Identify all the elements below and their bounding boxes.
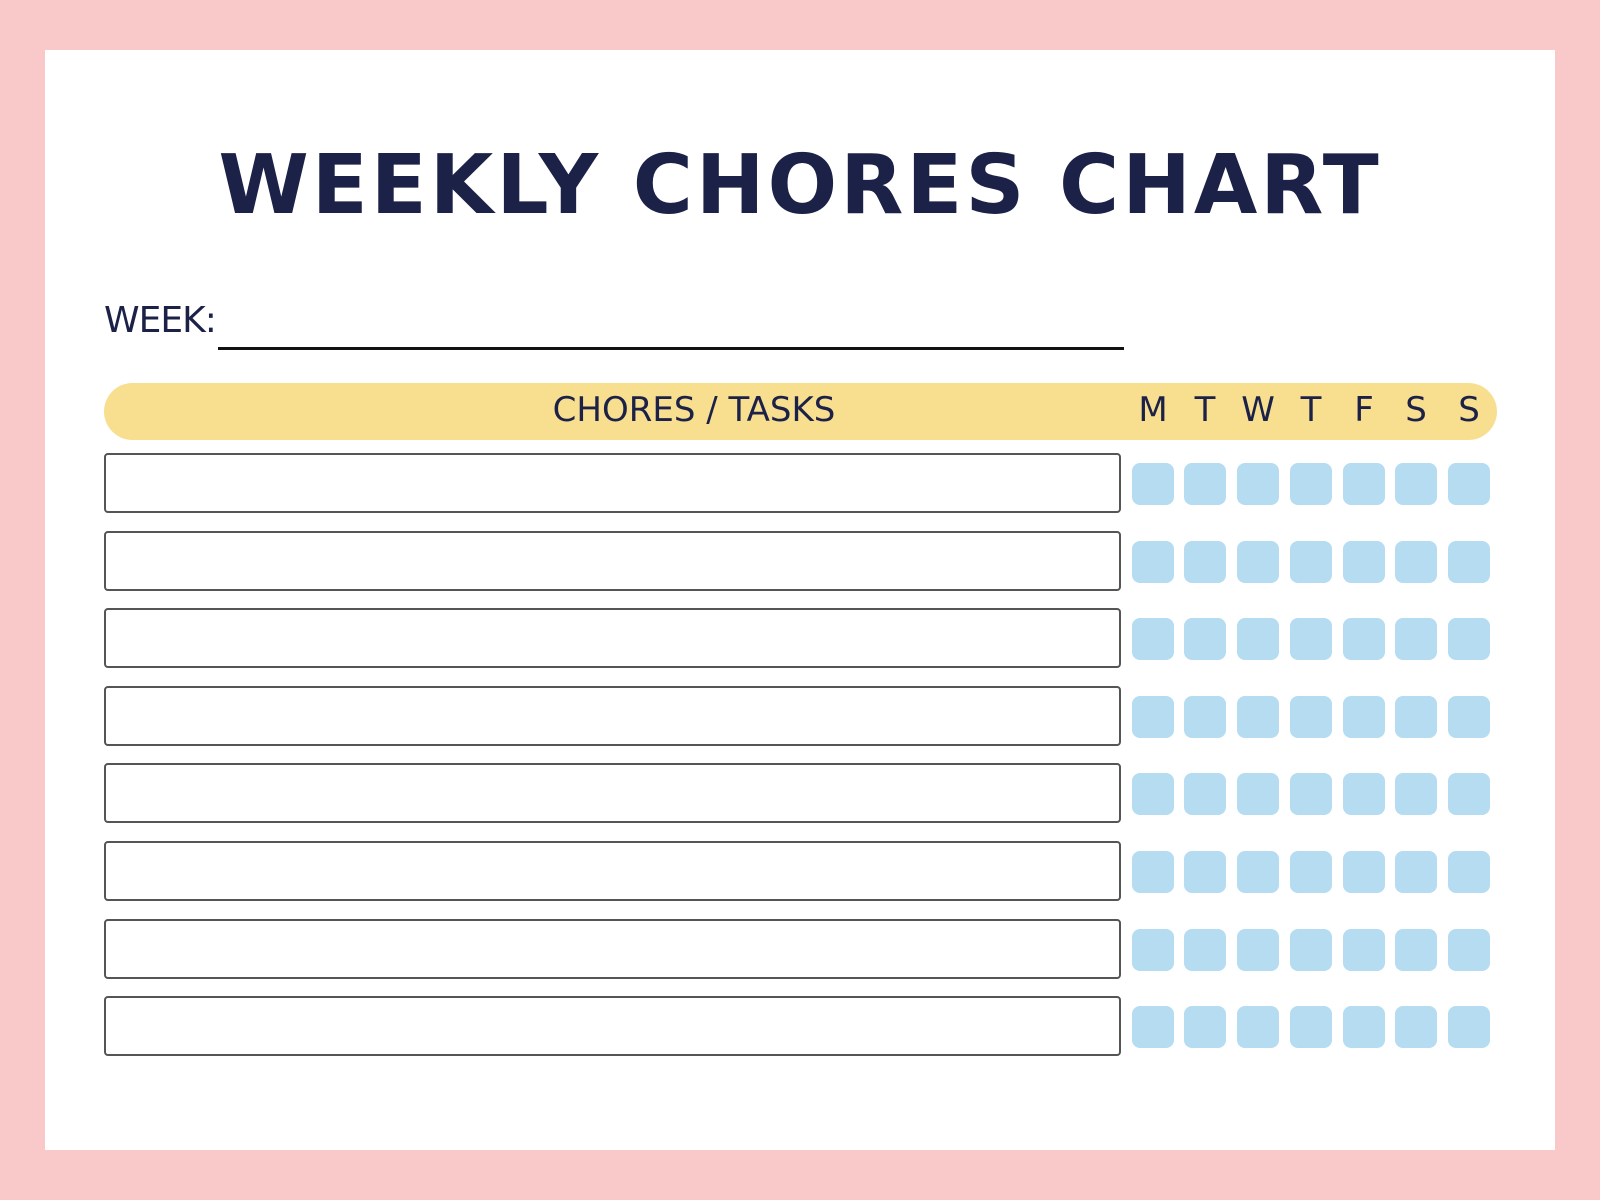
day-checkbox[interactable]: [1343, 1006, 1385, 1049]
day-header: S: [1405, 390, 1427, 430]
day-header: T: [1300, 390, 1322, 430]
chores-tasks-header: CHORES / TASKS: [552, 390, 836, 430]
day-checkbox[interactable]: [1448, 540, 1490, 583]
day-checkbox[interactable]: [1395, 773, 1437, 816]
day-checkbox[interactable]: [1290, 773, 1332, 816]
day-checkbox[interactable]: [1132, 1006, 1174, 1049]
day-checkbox[interactable]: [1343, 618, 1385, 661]
day-checkbox[interactable]: [1448, 851, 1490, 893]
day-checkbox[interactable]: [1184, 928, 1226, 971]
task-input[interactable]: [104, 841, 1121, 901]
day-checkbox[interactable]: [1237, 773, 1279, 816]
day-checkbox[interactable]: [1132, 618, 1174, 661]
day-checkbox[interactable]: [1448, 1006, 1490, 1049]
day-checkbox[interactable]: [1184, 695, 1226, 738]
day-checkbox[interactable]: [1237, 1006, 1279, 1049]
day-header: S: [1458, 390, 1480, 430]
day-checkbox[interactable]: [1448, 695, 1490, 738]
day-header: W: [1241, 390, 1275, 430]
day-checkbox[interactable]: [1290, 695, 1332, 738]
day-checkbox[interactable]: [1290, 851, 1332, 893]
day-checkbox[interactable]: [1184, 1006, 1226, 1049]
day-checkbox[interactable]: [1184, 851, 1226, 893]
task-input[interactable]: [104, 763, 1121, 824]
day-checkbox[interactable]: [1132, 773, 1174, 816]
day-checkbox[interactable]: [1290, 463, 1332, 505]
task-input[interactable]: [104, 996, 1121, 1057]
day-checkbox[interactable]: [1395, 540, 1437, 583]
day-checkbox[interactable]: [1343, 540, 1385, 583]
day-checkbox[interactable]: [1448, 463, 1490, 505]
day-checkbox[interactable]: [1343, 928, 1385, 971]
day-checkbox[interactable]: [1237, 463, 1279, 505]
day-checkbox[interactable]: [1237, 851, 1279, 893]
day-checkbox[interactable]: [1448, 773, 1490, 816]
day-checkbox[interactable]: [1290, 1006, 1332, 1049]
day-checkbox[interactable]: [1448, 618, 1490, 661]
day-checkbox[interactable]: [1395, 463, 1437, 505]
day-checkbox[interactable]: [1395, 618, 1437, 661]
day-checkbox[interactable]: [1237, 928, 1279, 971]
day-checkbox[interactable]: [1132, 463, 1174, 505]
day-checkbox[interactable]: [1343, 695, 1385, 738]
task-input[interactable]: [104, 608, 1121, 669]
day-checkbox[interactable]: [1290, 618, 1332, 661]
day-checkbox[interactable]: [1132, 695, 1174, 738]
day-checkbox[interactable]: [1237, 618, 1279, 661]
day-checkbox[interactable]: [1395, 851, 1437, 893]
task-input[interactable]: [104, 530, 1121, 591]
day-checkbox[interactable]: [1237, 695, 1279, 738]
day-checkbox[interactable]: [1132, 540, 1174, 583]
day-checkbox[interactable]: [1395, 695, 1437, 738]
day-checkbox[interactable]: [1395, 1006, 1437, 1049]
day-checkbox[interactable]: [1184, 773, 1226, 816]
task-input[interactable]: [104, 685, 1121, 746]
day-checkbox[interactable]: [1343, 773, 1385, 816]
day-checkbox[interactable]: [1184, 463, 1226, 505]
page-title: WEEKLY CHORES CHART: [218, 138, 1382, 233]
day-header: F: [1354, 390, 1374, 430]
day-checkbox[interactable]: [1395, 928, 1437, 971]
week-input-line[interactable]: [218, 347, 1124, 350]
day-checkbox[interactable]: [1184, 540, 1226, 583]
day-checkbox[interactable]: [1448, 928, 1490, 971]
week-label: WEEK:: [104, 300, 217, 341]
task-input[interactable]: [104, 918, 1121, 979]
day-checkbox[interactable]: [1132, 928, 1174, 971]
day-header: T: [1194, 390, 1216, 430]
day-header: M: [1138, 390, 1168, 430]
day-checkbox[interactable]: [1343, 463, 1385, 505]
day-checkbox[interactable]: [1290, 540, 1332, 583]
day-checkbox[interactable]: [1290, 928, 1332, 971]
day-checkbox[interactable]: [1184, 618, 1226, 661]
day-checkbox[interactable]: [1237, 540, 1279, 583]
task-input[interactable]: [104, 453, 1121, 513]
day-checkbox[interactable]: [1132, 851, 1174, 893]
day-checkbox[interactable]: [1343, 851, 1385, 893]
